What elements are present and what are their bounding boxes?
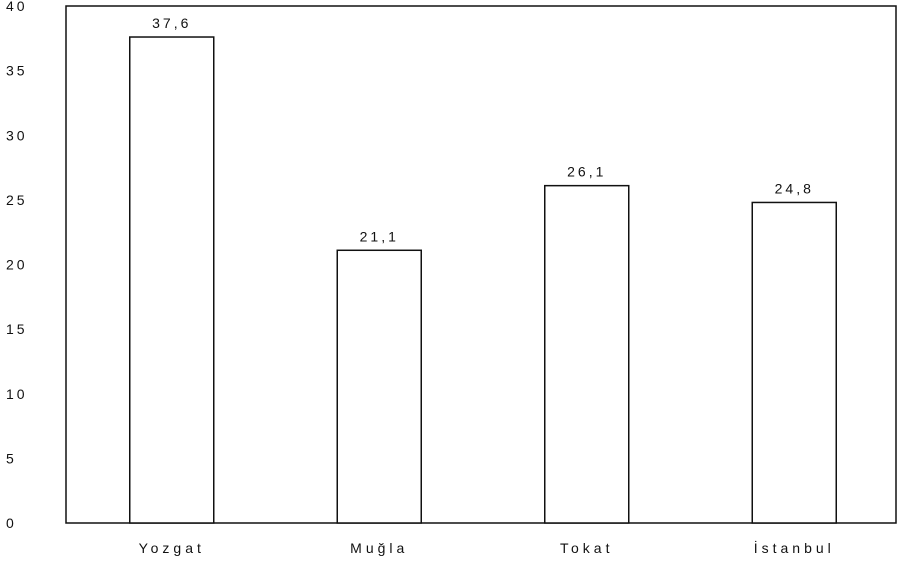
y-tick-label: 30 — [6, 127, 28, 143]
data-label: 24,8 — [775, 180, 814, 196]
y-tick-label: 5 — [6, 450, 17, 466]
y-tick-label: 35 — [6, 63, 28, 79]
data-label: 26,1 — [567, 164, 606, 180]
y-axis: 0 5 10 15 20 25 30 35 40 — [6, 0, 28, 531]
bar — [751, 201, 837, 524]
x-category-label: Tokat — [560, 540, 613, 556]
y-tick-label: 10 — [6, 386, 28, 402]
plot-frame — [65, 5, 897, 524]
bar — [336, 249, 422, 524]
x-category-label: Muğla — [350, 540, 408, 556]
y-tick-label: 0 — [6, 515, 17, 531]
bars: 37,6 21,1 26,1 24,8 — [129, 15, 837, 524]
bar — [544, 184, 630, 524]
y-tick-label: 20 — [6, 257, 28, 273]
y-tick-label: 25 — [6, 192, 28, 208]
bar — [129, 36, 215, 524]
y-tick-label: 40 — [6, 0, 28, 14]
x-axis: Yozgat Muğla Tokat İstanbul — [139, 539, 835, 556]
x-category-label: İstanbul — [754, 539, 835, 556]
data-label: 21,1 — [360, 228, 399, 244]
x-category-label: Yozgat — [139, 540, 205, 556]
y-tick-label: 15 — [6, 321, 28, 337]
data-label: 37,6 — [152, 15, 191, 31]
